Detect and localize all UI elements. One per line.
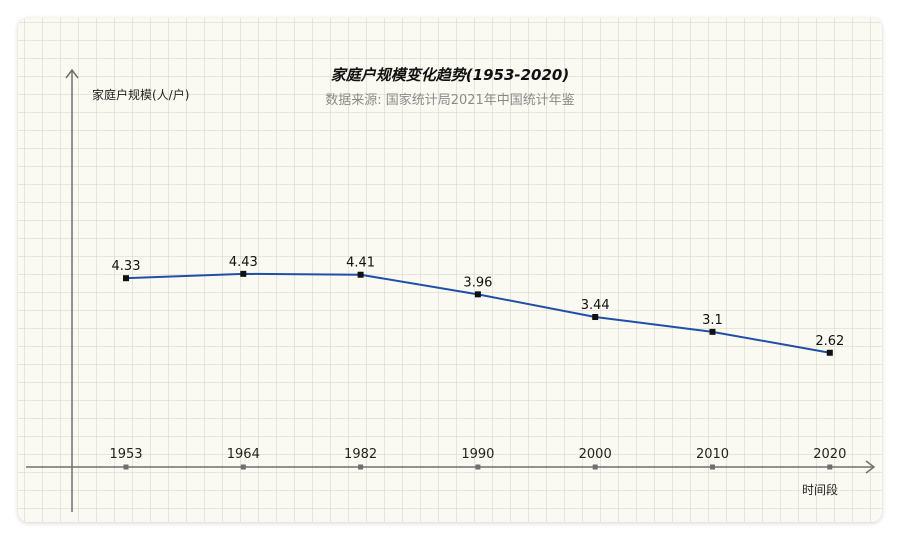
data-point (123, 275, 129, 282)
x-tick-label: 2020 (813, 447, 846, 462)
data-label: 3.44 (581, 298, 610, 313)
x-tick-label: 1982 (344, 447, 377, 462)
x-tick-mark (123, 464, 129, 470)
x-tick-label: 2010 (696, 447, 729, 462)
data-label: 4.33 (112, 259, 141, 274)
line-chart: 家庭户规模变化趋势(1953-2020) 数据来源: 国家统计局2021年中国统… (26, 66, 876, 512)
chart-card: 家庭户规模变化趋势(1953-2020) 数据来源: 国家统计局2021年中国统… (18, 18, 882, 522)
x-tick-mark (710, 464, 715, 470)
data-point (709, 328, 716, 335)
data-point (592, 314, 599, 321)
chart-subtitle: 数据来源: 国家统计局2021年中国统计年鉴 (325, 92, 575, 108)
x-tick-mark (240, 464, 246, 470)
data-label: 4.43 (229, 255, 258, 270)
x-tick-label: 1990 (461, 447, 494, 462)
chart-title: 家庭户规模变化趋势(1953-2020) (331, 66, 569, 84)
data-label: 2.62 (815, 334, 844, 349)
data-label: 4.41 (346, 256, 375, 271)
x-tick-group: 1953 1964 1982 1990 2000 2010 2020 (109, 447, 846, 470)
data-point (474, 291, 481, 298)
series-group: 4.33 4.43 4.41 3.96 3.44 3.1 2.62 (112, 255, 844, 356)
data-point (826, 349, 833, 356)
x-tick-mark (592, 464, 598, 470)
x-axis-label: 时间段 (802, 482, 838, 497)
x-axis-arrow (865, 460, 876, 474)
x-tick-mark (475, 464, 481, 470)
data-point (240, 270, 247, 277)
data-label: 3.96 (463, 275, 492, 290)
x-tick-label: 1964 (227, 447, 260, 462)
x-tick-label: 1953 (109, 447, 142, 462)
y-axis-arrow (65, 68, 79, 79)
x-tick-mark (827, 464, 833, 470)
data-label: 3.1 (702, 313, 723, 328)
x-tick-label: 2000 (579, 447, 612, 462)
data-point (357, 271, 364, 278)
x-tick-mark (358, 464, 364, 470)
y-axis-label: 家庭户规模(人/户) (92, 87, 189, 102)
